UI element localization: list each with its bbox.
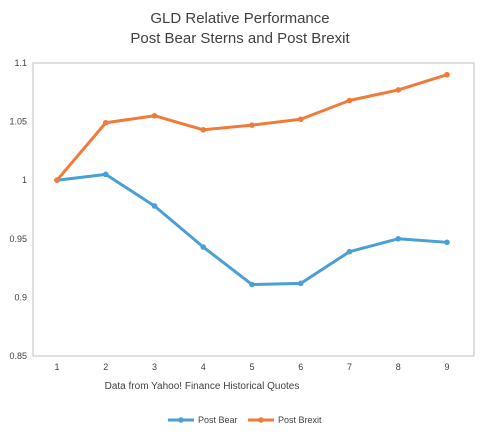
x-tick-label: 7 (347, 362, 352, 372)
x-tick-label: 6 (298, 362, 303, 372)
data-point-post-bear (395, 236, 402, 242)
y-axis-ticks: 0.85 0.9 0.95 1 1.05 1.1 (9, 58, 27, 361)
data-point-post-brexit (444, 71, 450, 78)
x-tick-label: 2 (103, 362, 108, 372)
y-tick-label: 1.05 (9, 117, 27, 127)
data-point-post-bear (346, 248, 353, 255)
data-point-post-bear (200, 244, 207, 250)
x-tick-label: 4 (201, 362, 206, 372)
data-point-post-brexit (346, 97, 353, 104)
data-point-post-bear (249, 281, 255, 288)
data-point-post-brexit (151, 112, 158, 119)
x-axis-ticks: 1 2 3 4 5 6 7 8 9 (54, 362, 449, 372)
x-tick-label: 5 (249, 362, 254, 372)
data-point-post-brexit (102, 119, 109, 126)
data-point-post-brexit (54, 177, 60, 183)
y-tick-label: 1.1 (14, 58, 27, 68)
x-tick-label: 3 (152, 362, 157, 372)
y-tick-label: 0.85 (9, 351, 27, 361)
y-tick-label: 0.9 (14, 292, 27, 302)
y-tick-label: 1 (22, 175, 27, 185)
data-point-post-bear (444, 239, 450, 246)
data-point-post-brexit (395, 87, 402, 93)
plot-area (32, 62, 475, 357)
legend-label-post-brexit: Post Brexit (278, 415, 322, 425)
data-point-post-bear (151, 203, 158, 209)
legend-marker-post-brexit (258, 417, 264, 423)
x-tick-label: 8 (396, 362, 401, 372)
legend: Post Bear Post Brexit (168, 415, 322, 425)
chart-subtitle: Post Bear Sterns and Post Brexit (130, 30, 350, 47)
y-tick-label: 0.95 (9, 234, 27, 244)
legend-marker-post-bear (178, 417, 184, 423)
legend-label-post-bear: Post Bear (198, 415, 238, 425)
series-layer (54, 71, 450, 288)
x-tick-label: 1 (54, 362, 59, 372)
data-point-post-brexit (249, 122, 255, 128)
data-point-post-bear (297, 280, 304, 287)
x-axis-label: Data from Yahoo! Finance Historical Quot… (105, 381, 300, 392)
chart-title: GLD Relative Performance (150, 10, 329, 27)
series-line-post-bear (55, 172, 449, 287)
data-point-post-brexit (200, 127, 207, 133)
data-point-post-bear (102, 171, 109, 178)
x-tick-label: 9 (444, 362, 449, 372)
data-point-post-brexit (297, 116, 304, 123)
